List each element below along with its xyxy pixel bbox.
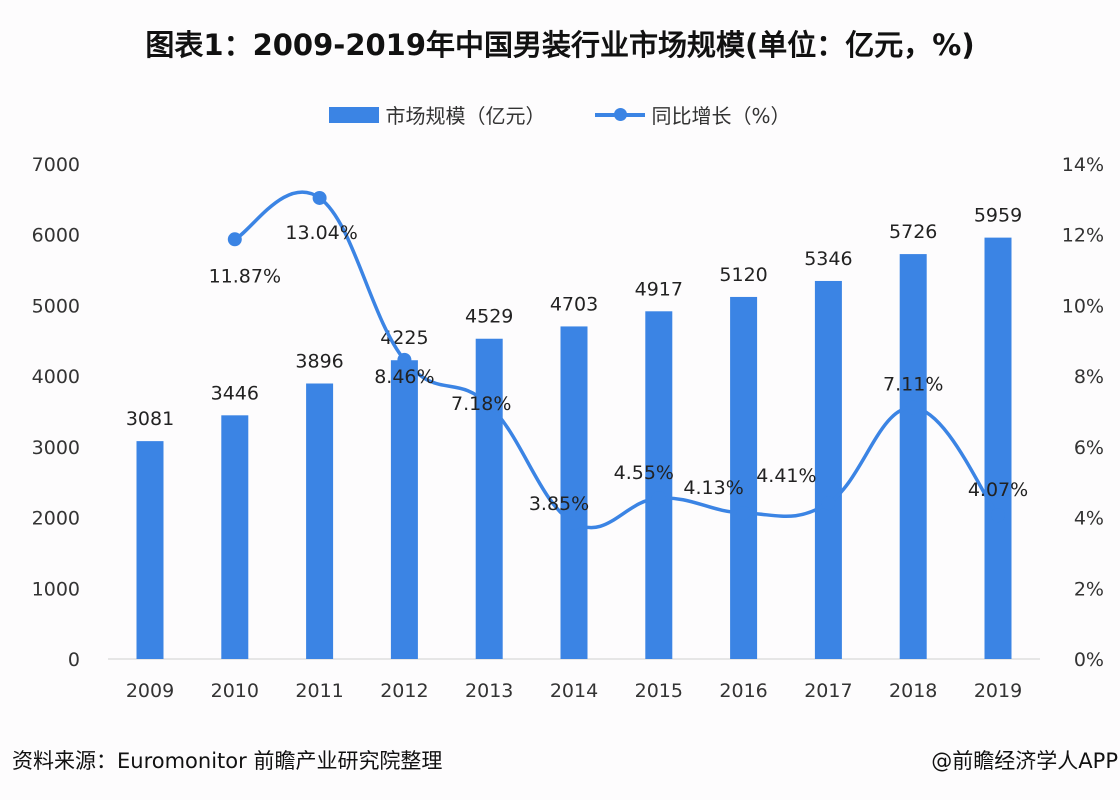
x-tick-label: 2019 [974, 680, 1022, 702]
growth-line [233, 190, 1000, 530]
growth-value-label: 4.41% [756, 465, 816, 487]
bar-value-label: 5726 [889, 221, 937, 243]
source-note: 资料来源：Euromonitor 前瞻产业研究院整理 [12, 749, 443, 773]
right-tick-label: 10% [1062, 295, 1104, 317]
x-tick-label: 2017 [804, 680, 852, 702]
bar [221, 415, 249, 659]
right-tick-label: 8% [1074, 366, 1104, 388]
bar [390, 360, 418, 659]
left-tick-label: 4000 [32, 366, 80, 388]
right-tick-label: 6% [1074, 437, 1104, 459]
left-tick-label: 6000 [32, 225, 80, 247]
x-tick-label: 2016 [719, 680, 767, 702]
right-tick-label: 14% [1062, 154, 1104, 176]
growth-point [736, 505, 751, 520]
bar [306, 383, 334, 659]
x-tick-label: 2015 [635, 680, 683, 702]
growth-value-label: 4.07% [968, 479, 1028, 501]
bar-value-label: 3081 [126, 408, 174, 430]
growth-point [651, 491, 666, 506]
growth-point [312, 190, 327, 205]
growth-point [821, 496, 836, 511]
bar-value-label: 5120 [719, 264, 767, 286]
legend-bar-swatch [329, 106, 380, 123]
legend: 市场规模（亿元） 同比增长（%） [0, 100, 1120, 129]
growth-value-label: 7.11% [883, 374, 943, 396]
bar [475, 338, 503, 659]
left-tick-label: 0 [68, 649, 80, 671]
growth-point [991, 508, 1005, 523]
x-tick-label: 2014 [550, 680, 598, 702]
chart-title: 图表1：2009-2019年中国男装行业市场规模(单位：亿元，%) [145, 28, 975, 62]
growth-value-label: 3.85% [529, 493, 589, 515]
right-tick-label: 4% [1074, 508, 1104, 530]
growth-value-label: 4.13% [683, 477, 743, 499]
right-tick-label: 0% [1074, 649, 1104, 671]
x-tick-label: 2010 [211, 680, 259, 702]
growth-point [906, 400, 921, 415]
growth-value-label: 8.46% [374, 366, 434, 388]
legend-item-line: 同比增长（%） [595, 100, 791, 129]
x-tick-label: 2009 [126, 680, 174, 702]
bar [814, 280, 842, 659]
growth-point [397, 352, 412, 367]
left-tick-label: 3000 [32, 437, 80, 459]
x-tick-label: 2011 [295, 680, 343, 702]
bar-value-label: 4703 [550, 293, 598, 315]
bar [730, 296, 758, 659]
bar [899, 254, 927, 659]
bar [560, 326, 588, 659]
legend-item-bar: 市场规模（亿元） [329, 100, 545, 129]
x-tick-label: 2018 [889, 680, 937, 702]
legend-label: 市场规模（亿元） [385, 104, 546, 128]
bar-value-label: 4529 [465, 306, 513, 328]
growth-value-label: 7.18% [451, 393, 511, 415]
growth-point [482, 398, 497, 413]
bar-value-label: 3896 [295, 350, 343, 372]
x-tick-label: 2012 [380, 680, 428, 702]
bar [645, 311, 673, 659]
bar [136, 441, 164, 659]
growth-value-label: 13.04% [285, 222, 357, 244]
growth-point [567, 515, 581, 530]
left-tick-label: 5000 [32, 295, 80, 317]
legend-label: 同比增长（%） [651, 104, 791, 128]
bar-value-label: 5959 [974, 205, 1022, 227]
bar-value-label: 5346 [804, 248, 852, 270]
growth-value-label: 11.87% [209, 265, 281, 287]
bar-value-label: 4917 [635, 278, 683, 300]
credit: @前瞻经济学人APP [931, 749, 1118, 773]
growth-value-label: 4.55% [614, 462, 674, 484]
right-tick-label: 12% [1062, 225, 1104, 247]
right-tick-label: 2% [1074, 578, 1104, 600]
left-tick-label: 1000 [32, 578, 80, 600]
bar [984, 237, 1012, 659]
left-tick-label: 2000 [32, 508, 80, 530]
growth-point [227, 232, 242, 247]
bar-value-label: 3446 [211, 382, 259, 404]
x-tick-label: 2013 [465, 680, 513, 702]
left-tick-label: 7000 [32, 154, 80, 176]
legend-line-swatch [595, 107, 646, 121]
